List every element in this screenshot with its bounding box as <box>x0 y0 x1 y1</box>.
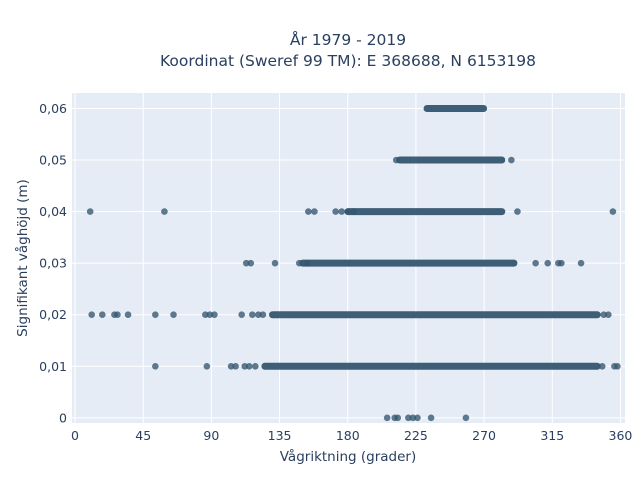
data-point <box>202 311 209 319</box>
data-point <box>259 311 267 319</box>
x-axis-title: Vågriktning (grader) <box>280 448 417 465</box>
data-point <box>241 362 249 370</box>
data-point <box>252 362 259 370</box>
data-point <box>303 259 311 267</box>
data-point <box>598 362 606 370</box>
x-tick-label: 270 <box>472 428 496 443</box>
chart-title: År 1979 - 2019 <box>290 30 406 49</box>
dense-point-band <box>299 259 518 267</box>
data-point <box>414 414 421 422</box>
data-point <box>344 208 352 215</box>
y-tick-labels: 0 0,01 0,02 0,03 0,04 0,05 0,06 <box>39 101 67 425</box>
data-point <box>383 414 391 422</box>
dense-point-band <box>344 208 506 216</box>
x-tick-label: 45 <box>135 428 151 443</box>
data-point <box>238 311 245 319</box>
data-point <box>514 208 521 215</box>
data-point <box>152 311 159 319</box>
data-point <box>114 311 121 319</box>
data-point <box>295 259 303 267</box>
y-tick-label: 0,05 <box>39 153 67 168</box>
dense-point-band <box>423 104 488 112</box>
x-tick-labels: 0 45 90 135 180 225 270 315 360 <box>71 428 632 443</box>
data-point <box>86 208 94 215</box>
x-tick-label: 135 <box>268 428 292 443</box>
data-point <box>544 259 552 267</box>
plot-area <box>72 93 625 423</box>
data-point <box>394 414 402 422</box>
data-point <box>255 311 262 319</box>
data-point <box>271 259 279 267</box>
data-points <box>86 104 621 422</box>
data-point <box>600 311 608 319</box>
x-tick-label: 90 <box>203 428 219 443</box>
data-point <box>338 208 345 215</box>
x-tick-label: 180 <box>336 428 360 443</box>
data-point <box>248 311 256 319</box>
data-point <box>242 259 250 267</box>
data-point <box>232 362 239 370</box>
data-point <box>170 311 177 319</box>
data-point <box>99 311 106 319</box>
data-point <box>350 208 358 215</box>
data-point <box>245 362 253 370</box>
data-point <box>124 311 132 319</box>
data-point <box>577 259 585 267</box>
data-point <box>332 208 339 215</box>
y-axis-title: Signifikant våghöjd (m) <box>14 179 31 337</box>
x-tick-label: 360 <box>609 428 633 443</box>
data-point <box>392 156 400 164</box>
data-point <box>227 362 235 370</box>
dense-point-band <box>396 156 506 164</box>
data-point <box>311 208 318 215</box>
y-tick-label: 0 <box>59 410 67 425</box>
y-tick-label: 0,01 <box>39 359 67 374</box>
data-point <box>247 259 255 267</box>
y-tick-label: 0,02 <box>39 307 67 322</box>
x-tick-label: 225 <box>404 428 428 443</box>
data-point <box>161 208 168 215</box>
data-point <box>609 208 617 215</box>
data-point <box>405 414 412 422</box>
x-tick-label: 0 <box>71 428 79 443</box>
x-tick-label: 315 <box>540 428 564 443</box>
data-point <box>614 362 621 370</box>
data-point <box>532 259 539 267</box>
data-point <box>211 311 218 319</box>
y-tick-label: 0,03 <box>39 256 67 271</box>
data-point <box>305 208 312 215</box>
data-point <box>508 156 515 164</box>
data-point <box>203 362 211 370</box>
data-point <box>409 414 417 422</box>
y-tick-label: 0,06 <box>39 101 67 116</box>
data-point <box>462 414 470 422</box>
dense-point-band <box>268 311 601 319</box>
y-tick-label: 0,04 <box>39 204 67 219</box>
data-point <box>206 311 214 319</box>
data-point <box>605 311 612 319</box>
data-point <box>427 414 435 422</box>
data-point <box>88 311 95 319</box>
dense-point-band <box>261 362 601 370</box>
data-point <box>558 259 565 267</box>
data-point <box>152 362 159 370</box>
chart-subtitle: Koordinat (Sweref 99 TM): E 368688, N 61… <box>160 52 536 70</box>
